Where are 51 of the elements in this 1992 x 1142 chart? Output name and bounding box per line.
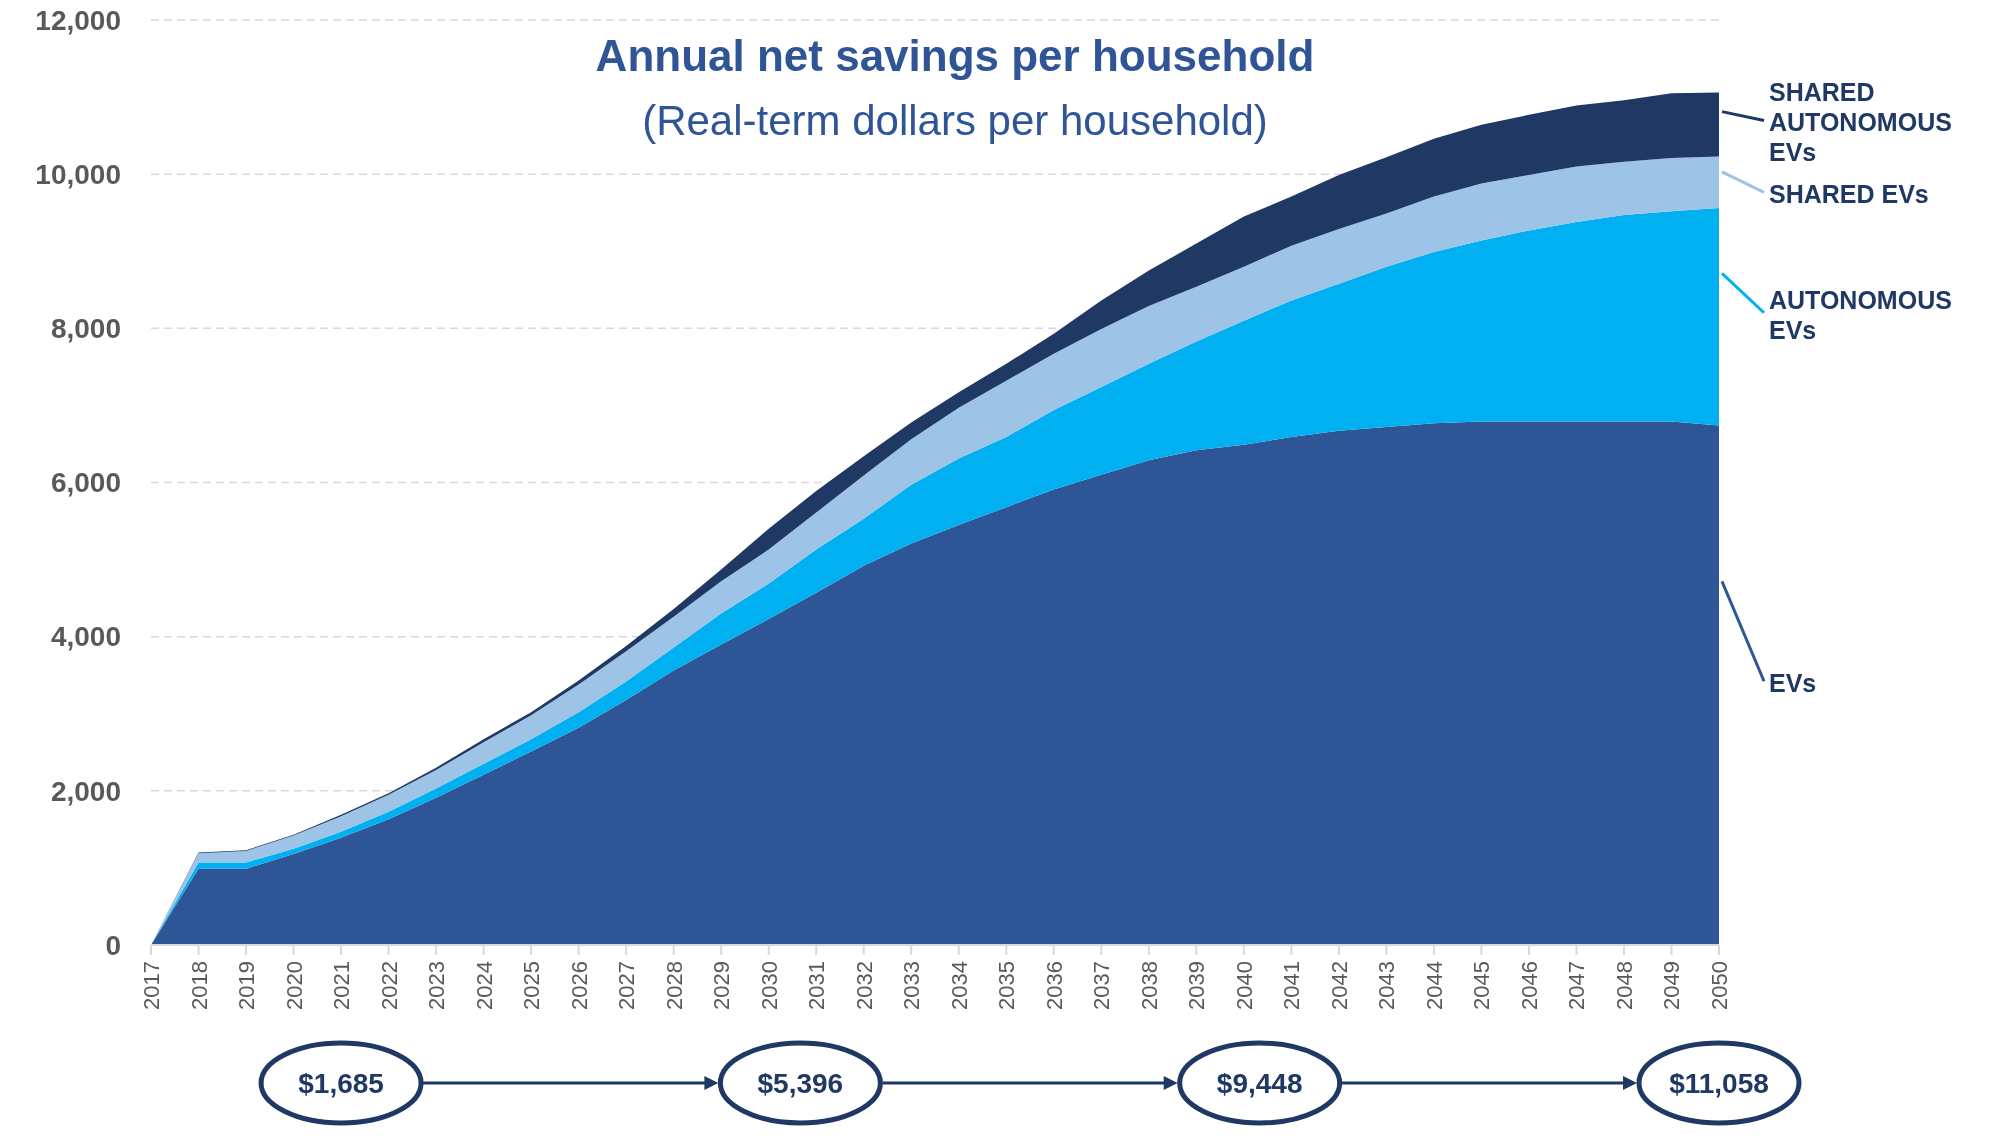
x-tick-label: 2021 — [329, 961, 355, 1010]
x-tick-label: 2022 — [376, 961, 402, 1010]
x-tick-label: 2046 — [1516, 961, 1542, 1010]
text: $9,448 — [1216, 1067, 1303, 1099]
x-tick-label: 2031 — [804, 961, 830, 1010]
x-tick-label: 2048 — [1611, 961, 1637, 1010]
x-tick-label: 2047 — [1564, 961, 1590, 1010]
x-tick-label: 2019 — [234, 961, 260, 1010]
y-tick-label: 6,000 — [50, 467, 121, 499]
x-tick-label: 2049 — [1659, 961, 1685, 1010]
text: $11,058 — [1669, 1067, 1769, 1099]
y-tick-label: 0 — [105, 929, 121, 961]
x-tick-label: 2023 — [424, 961, 450, 1010]
x-tick-label: 2026 — [566, 961, 592, 1010]
y-tick-label: 8,000 — [50, 313, 121, 345]
x-tick-label: 2029 — [709, 961, 735, 1010]
legend-label: SHARED EVs — [1769, 180, 1929, 209]
x-tick-label: 2050 — [1707, 961, 1732, 1010]
text: $5,396 — [757, 1067, 844, 1099]
x-tick-label: 2020 — [281, 961, 307, 1010]
x-tick-label: 2033 — [899, 961, 925, 1010]
legend-label: SHARED AUTONOMOUS EVs — [1769, 78, 1952, 167]
x-tick-label: 2034 — [946, 961, 972, 1010]
x-tick-label: 2018 — [186, 961, 212, 1010]
y-tick-label: 2,000 — [50, 775, 121, 807]
y-tick-label: 10,000 — [35, 158, 121, 190]
x-tick-label: 2028 — [661, 961, 687, 1010]
x-tick-label: 2030 — [756, 961, 782, 1010]
x-tick-label: 2044 — [1421, 961, 1447, 1010]
text: (Real-term dollars per household) — [642, 97, 1268, 144]
x-tick-label: 2042 — [1326, 961, 1352, 1010]
x-tick-label: 2038 — [1136, 961, 1162, 1010]
x-tick-label: 2035 — [994, 961, 1020, 1010]
x-tick-label: 2027 — [614, 961, 640, 1010]
x-tick-label: 2040 — [1231, 961, 1257, 1010]
chart-title: Annual net savings per household — [595, 31, 1315, 80]
x-tick-label: 2025 — [519, 961, 545, 1010]
series-label: EVs — [1769, 669, 1817, 698]
x-tick-label: 2036 — [1041, 961, 1067, 1010]
x-tick-label: 2032 — [851, 961, 877, 1010]
x-tick-label: 2037 — [1089, 961, 1115, 1010]
text: $1,685 — [298, 1067, 384, 1099]
x-tick-label: 2024 — [471, 961, 497, 1010]
x-tick-label: 2045 — [1469, 961, 1495, 1010]
x-tick-label: 2041 — [1279, 961, 1305, 1010]
legend-label: AUTONOMOUS EVs — [1769, 285, 1952, 344]
x-tick-label: 2043 — [1374, 961, 1400, 1010]
y-tick-label: 4,000 — [50, 621, 121, 653]
x-tick-label: 2039 — [1184, 961, 1210, 1010]
x-tick-label: 2017 — [139, 961, 164, 1010]
y-tick-label: 12,000 — [35, 4, 121, 36]
